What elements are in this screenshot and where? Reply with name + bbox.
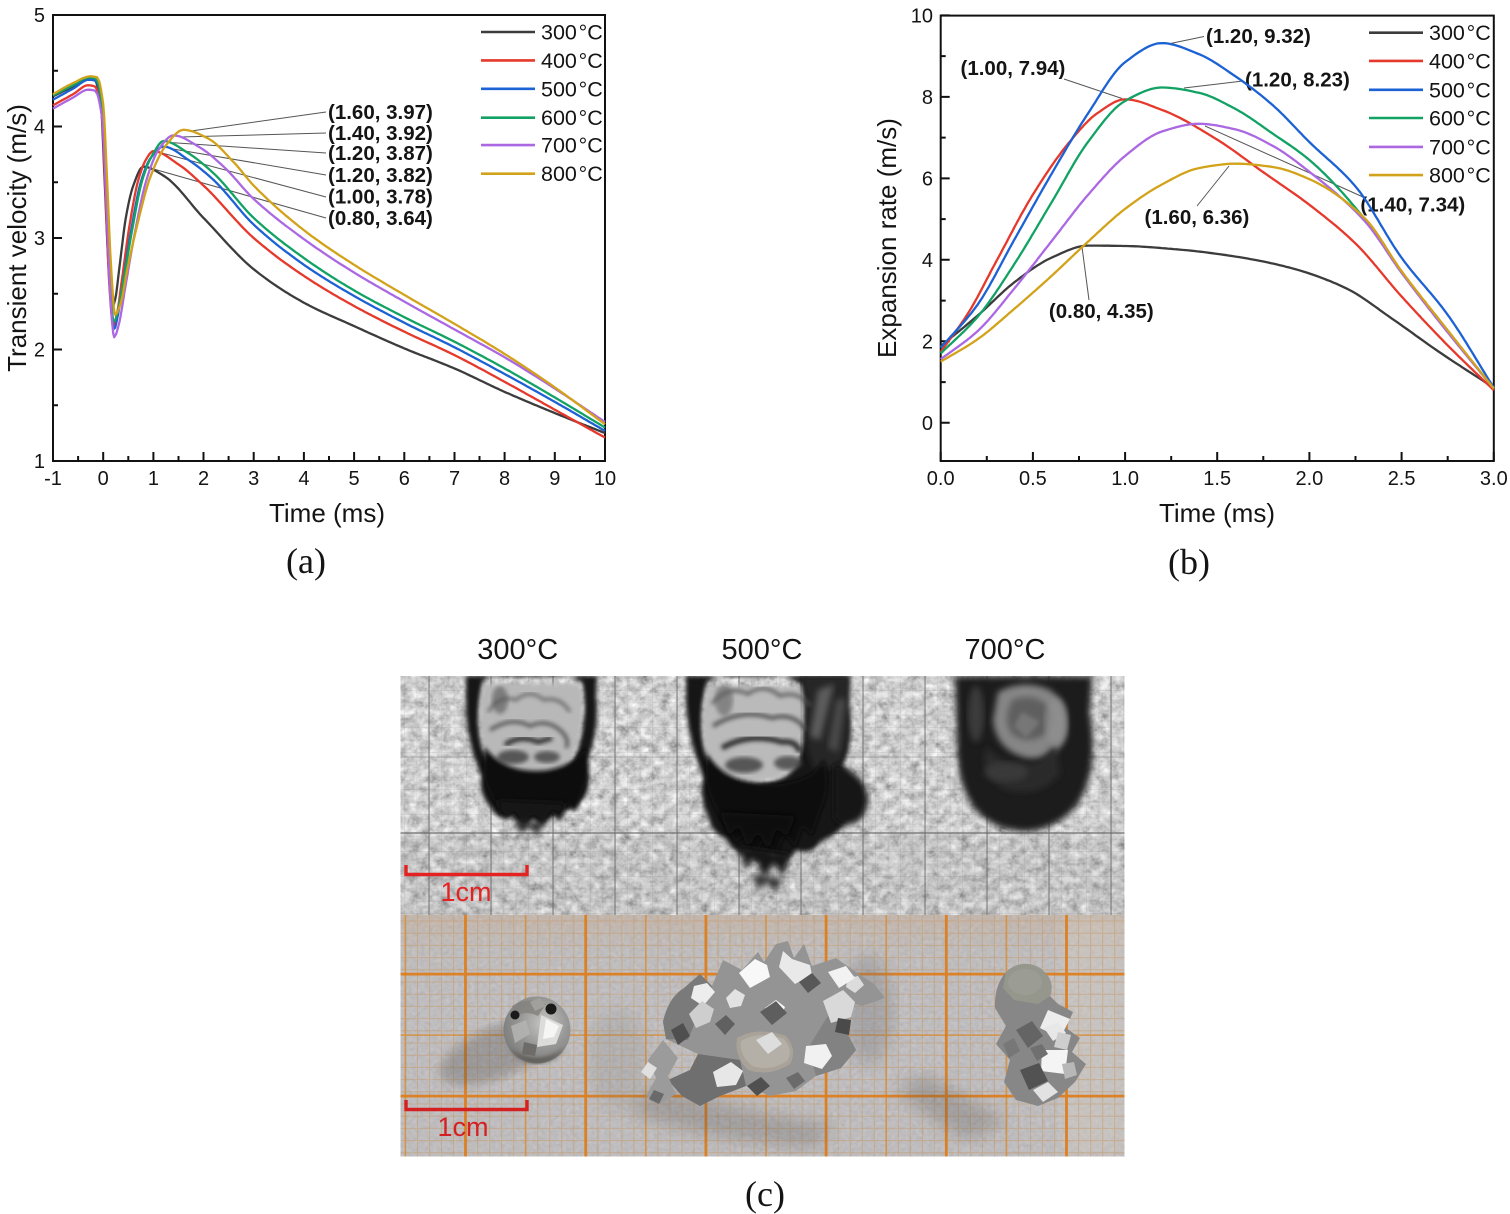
svg-text:(1.00, 3.78): (1.00, 3.78) [328, 186, 433, 209]
svg-text:2: 2 [922, 331, 933, 353]
svg-text:500°C: 500°C [722, 634, 803, 666]
svg-text:(1.20, 8.23): (1.20, 8.23) [1245, 69, 1350, 92]
svg-text:700 °C: 700 °C [1429, 135, 1491, 159]
svg-text:Expansion rate (m/s): Expansion rate (m/s) [872, 118, 902, 358]
svg-text:2.0: 2.0 [1295, 468, 1323, 490]
svg-text:3: 3 [34, 228, 45, 250]
svg-text:(1.40, 7.34): (1.40, 7.34) [1360, 194, 1465, 217]
svg-text:800 °C: 800 °C [541, 162, 603, 186]
svg-text:6: 6 [399, 468, 410, 490]
svg-text:(0.80, 4.35): (0.80, 4.35) [1049, 300, 1154, 323]
svg-text:300 °C: 300 °C [541, 21, 603, 45]
svg-text:600 °C: 600 °C [541, 106, 603, 130]
svg-text:0.5: 0.5 [1019, 468, 1047, 490]
svg-text:6: 6 [922, 168, 933, 190]
svg-text:1.5: 1.5 [1203, 468, 1231, 490]
svg-text:(1.60, 6.36): (1.60, 6.36) [1145, 206, 1250, 229]
svg-text:10: 10 [594, 468, 616, 490]
svg-text:2: 2 [34, 340, 45, 362]
svg-text:(c): (c) [745, 1174, 785, 1214]
svg-text:(1.00, 7.94): (1.00, 7.94) [961, 57, 1066, 80]
svg-text:8: 8 [922, 87, 933, 109]
svg-text:500 °C: 500 °C [1429, 78, 1491, 102]
svg-text:1: 1 [148, 468, 159, 490]
svg-text:700 °C: 700 °C [541, 134, 603, 158]
svg-text:(1.20, 3.87): (1.20, 3.87) [328, 142, 433, 165]
svg-text:500 °C: 500 °C [541, 77, 603, 101]
svg-text:1: 1 [34, 451, 45, 473]
svg-text:400 °C: 400 °C [1429, 49, 1491, 73]
svg-text:-1: -1 [44, 468, 62, 490]
svg-text:(0.80, 3.64): (0.80, 3.64) [328, 207, 433, 230]
svg-text:Time (ms): Time (ms) [1159, 498, 1275, 528]
svg-text:(1.60, 3.97): (1.60, 3.97) [328, 101, 433, 124]
svg-text:7: 7 [449, 468, 460, 490]
svg-text:Time (ms): Time (ms) [269, 498, 385, 528]
svg-text:700°C: 700°C [965, 634, 1046, 666]
svg-text:(b): (b) [1168, 542, 1210, 582]
svg-text:300°C: 300°C [477, 634, 558, 666]
svg-text:(1.20, 3.82): (1.20, 3.82) [328, 164, 433, 187]
svg-text:1cm: 1cm [440, 877, 491, 907]
svg-text:4: 4 [298, 468, 309, 490]
svg-text:(1.20, 9.32): (1.20, 9.32) [1206, 25, 1311, 48]
svg-text:4: 4 [34, 117, 45, 139]
svg-text:0.0: 0.0 [927, 468, 955, 490]
svg-text:9: 9 [549, 468, 560, 490]
svg-text:2: 2 [198, 468, 209, 490]
svg-text:5: 5 [34, 5, 45, 27]
svg-text:5: 5 [349, 468, 360, 490]
svg-text:(a): (a) [286, 541, 326, 581]
svg-text:400 °C: 400 °C [541, 49, 603, 73]
svg-text:2.5: 2.5 [1388, 468, 1416, 490]
svg-text:3.0: 3.0 [1480, 468, 1508, 490]
svg-text:1cm: 1cm [437, 1112, 488, 1142]
svg-text:1.0: 1.0 [1111, 468, 1139, 490]
svg-text:0: 0 [922, 413, 933, 435]
svg-text:4: 4 [922, 250, 933, 272]
svg-text:10: 10 [911, 5, 933, 27]
svg-text:600 °C: 600 °C [1429, 107, 1491, 131]
svg-text:8: 8 [499, 468, 510, 490]
svg-text:3: 3 [248, 468, 259, 490]
svg-text:(1.40, 3.92): (1.40, 3.92) [328, 122, 433, 145]
svg-text:Transient velocity (m/s): Transient velocity (m/s) [2, 104, 32, 372]
svg-text:800 °C: 800 °C [1429, 164, 1491, 188]
svg-text:0: 0 [98, 468, 109, 490]
svg-text:300 °C: 300 °C [1429, 21, 1491, 45]
